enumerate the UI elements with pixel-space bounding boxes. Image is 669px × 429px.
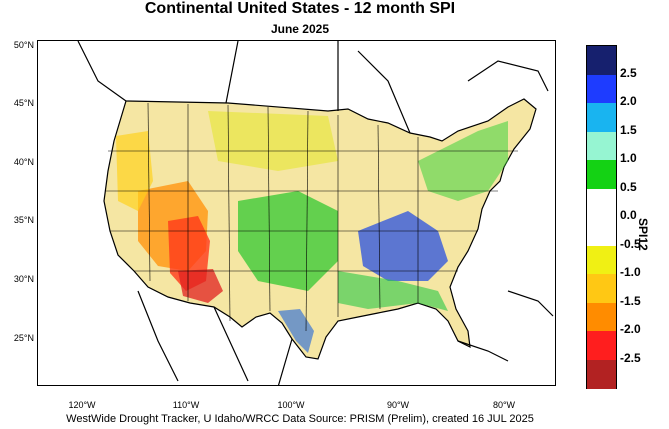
colorbar-tick-label: 0.5 [620, 179, 637, 194]
colorbar-tick-label: -0.5 [620, 236, 641, 251]
region-southeast-blue [358, 211, 448, 281]
colorbar-segment [587, 359, 616, 389]
lon-label-100w: 100°W [277, 400, 305, 410]
lat-label-40n: 40°N [13, 157, 34, 167]
region-northeast-green [418, 121, 508, 201]
colorbar-segment [587, 74, 616, 104]
region-central-green [238, 191, 338, 291]
colorbar-tick-label: -1.0 [620, 265, 641, 279]
colorbar-tick-label: 0.0 [620, 208, 637, 222]
region-texas-blue [278, 309, 314, 353]
region-southeast-green [338, 271, 448, 311]
colorbar-tick-label: 2.5 [620, 65, 637, 80]
region-north-plains-yellow [208, 111, 338, 171]
lat-label-35n: 35°N [13, 215, 34, 225]
colorbar-segment [587, 217, 616, 246]
colorbar-segment [587, 131, 616, 161]
colorbar-tick-label: -2.5 [620, 350, 641, 365]
neighbor-outlines [77, 41, 554, 385]
colorbar-segment [587, 331, 616, 360]
map-subtitle: June 2025 [270, 22, 330, 36]
spi-colorbar [586, 45, 617, 389]
lon-label-110w: 110°W [172, 400, 200, 410]
colorbar-segment [587, 245, 616, 275]
spi-map [37, 40, 556, 386]
region-arizona-red [178, 269, 223, 303]
state-boundaries [106, 102, 518, 332]
colorbar-tick-label: -1.5 [620, 293, 641, 308]
map-title: Continental United States - 12 month SPI [144, 0, 456, 17]
lat-label-25n: 25°N [13, 333, 34, 343]
colorbar-segment [587, 302, 616, 332]
colorbar-segment [587, 188, 616, 218]
lon-label-80w: 80°W [492, 400, 516, 410]
lon-label-90w: 90°W [386, 400, 410, 410]
colorbar-tick-label: 1.0 [620, 151, 637, 165]
map-canvas [77, 41, 554, 385]
lat-label-45n: 45°N [13, 98, 34, 108]
lon-label-120w: 120°W [68, 400, 96, 410]
colorbar-segment [587, 103, 616, 132]
colorbar-segment [587, 160, 616, 189]
lat-label-30n: 30°N [13, 274, 34, 284]
lat-label-50n: 50°N [13, 40, 34, 50]
footer-credit: WestWide Drought Tracker, U Idaho/WRCC D… [66, 413, 534, 425]
colorbar-title: SPI12 [636, 218, 650, 251]
colorbar-tick-label: -2.0 [620, 322, 641, 336]
colorbar-segment [587, 46, 616, 75]
colorbar-tick-label: 1.5 [620, 122, 637, 137]
colorbar-tick-label: 2.0 [620, 94, 637, 108]
colorbar-segment [587, 274, 616, 303]
